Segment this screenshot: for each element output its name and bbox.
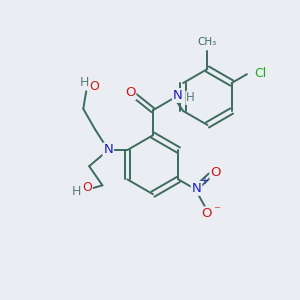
Text: O: O (125, 86, 136, 99)
Text: H: H (186, 92, 195, 104)
Text: H: H (72, 185, 81, 198)
Text: N: N (173, 89, 183, 102)
Text: ⁻: ⁻ (213, 204, 220, 217)
Text: N: N (103, 143, 113, 157)
Text: H: H (80, 76, 89, 89)
Text: N: N (192, 182, 201, 195)
Text: O: O (82, 181, 92, 194)
Text: +: + (200, 176, 208, 186)
Text: Cl: Cl (254, 67, 267, 80)
Text: CH₃: CH₃ (198, 37, 217, 47)
Text: O: O (202, 207, 212, 220)
Text: O: O (89, 80, 99, 93)
Text: O: O (210, 166, 221, 179)
